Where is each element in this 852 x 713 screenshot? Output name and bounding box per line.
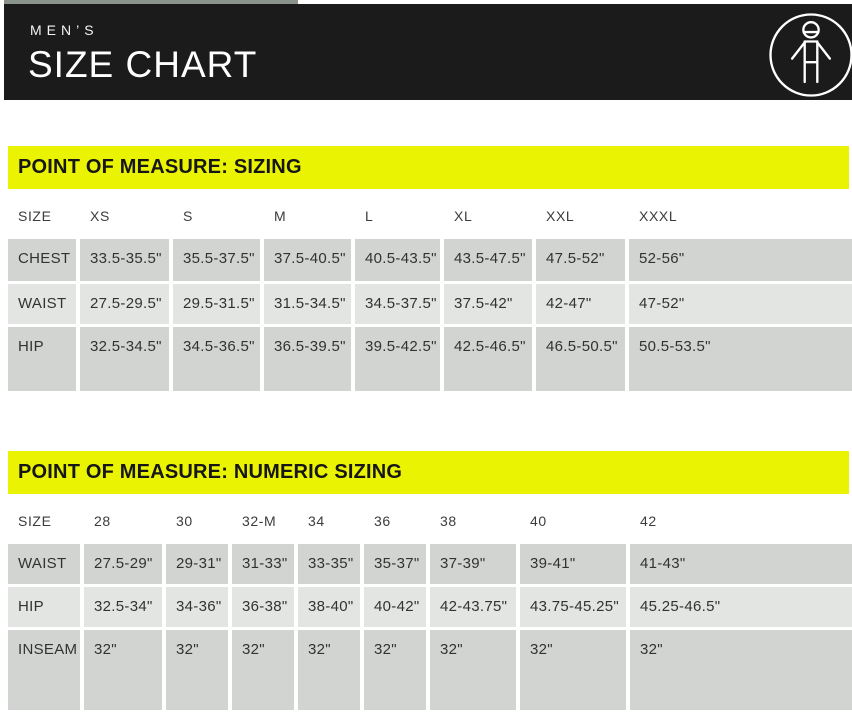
table-cell: 32.5-34.5"	[80, 327, 169, 391]
table-cell: 37.5-42"	[444, 284, 532, 324]
top-edge-strip	[4, 0, 298, 4]
table-row: WAIST 27.5-29" 29-31" 31-33" 33-35" 35-37" 37-…	[8, 544, 852, 584]
table-cell: 37-39"	[430, 544, 516, 584]
page-header: MEN’S SIZE CHART	[4, 4, 852, 100]
table-cell: 50.5-53.5"	[629, 327, 852, 391]
table-cell: 32"	[430, 630, 516, 710]
row-label: HIP	[8, 587, 80, 627]
column-header: L	[365, 208, 374, 224]
column-header: 28	[94, 513, 111, 529]
table-cell: 32"	[84, 630, 162, 710]
table-cell: 34.5-36.5"	[173, 327, 260, 391]
column-header: 34	[308, 513, 325, 529]
table-cell: 34-36"	[166, 587, 228, 627]
table-cell: 32"	[166, 630, 228, 710]
column-header: M	[274, 208, 287, 224]
column-header: 36	[374, 513, 391, 529]
table-cell: 42-47"	[536, 284, 625, 324]
table-cell: 40-42"	[364, 587, 426, 627]
table-cell: 39.5-42.5"	[355, 327, 440, 391]
table-cell: 32"	[630, 630, 852, 710]
row-label: WAIST	[8, 284, 76, 324]
row-label: INSEAM	[8, 630, 80, 710]
column-header: 38	[440, 513, 457, 529]
row-label: HIP	[8, 327, 76, 391]
page-title: SIZE CHART	[28, 44, 258, 85]
table-row: INSEAM 32" 32" 32" 32" 32" 32" 32" 32"	[8, 630, 852, 710]
table-cell: 29.5-31.5"	[173, 284, 260, 324]
table-cell: 42.5-46.5"	[444, 327, 532, 391]
numeric-sizing-banner: POINT OF MEASURE: NUMERIC SIZING	[8, 451, 849, 494]
column-header: XS	[90, 208, 110, 224]
table-cell: 33.5-35.5"	[80, 239, 169, 281]
column-header: S	[183, 208, 193, 224]
table-cell: 42-43.75"	[430, 587, 516, 627]
column-header: SIZE	[18, 208, 52, 224]
table-cell: 47.5-52"	[536, 239, 625, 281]
column-header: XXXL	[639, 208, 678, 224]
row-label: CHEST	[8, 239, 76, 281]
numeric-header-row: SIZE 28 30 32-M 34 36 38 40 42	[8, 501, 852, 541]
table-cell: 29-31"	[166, 544, 228, 584]
sizing-header-row: SIZE XS S M L XL XXL XXXL	[8, 196, 852, 236]
table-cell: 38-40"	[298, 587, 360, 627]
table-cell: 27.5-29.5"	[80, 284, 169, 324]
table-cell: 37.5-40.5"	[264, 239, 351, 281]
table-cell: 52-56"	[629, 239, 852, 281]
header-eyebrow: MEN’S	[30, 22, 99, 38]
table-cell: 45.25-46.5"	[630, 587, 852, 627]
table-cell: 40.5-43.5"	[355, 239, 440, 281]
table-row: CHEST 33.5-35.5" 35.5-37.5" 37.5-40.5" 40.5-…	[8, 239, 852, 281]
table-cell: 34.5-37.5"	[355, 284, 440, 324]
person-measure-icon	[766, 10, 852, 100]
table-row: HIP 32.5-34.5" 34.5-36.5" 36.5-39.5" 39.5-42…	[8, 327, 852, 391]
table-cell: 31-33"	[232, 544, 294, 584]
table-cell: 39-41"	[520, 544, 626, 584]
table-cell: 36.5-39.5"	[264, 327, 351, 391]
table-cell: 43.5-47.5"	[444, 239, 532, 281]
table-cell: 36-38"	[232, 587, 294, 627]
table-cell: 35-37"	[364, 544, 426, 584]
column-header: XXL	[546, 208, 575, 224]
sizing-banner: POINT OF MEASURE: SIZING	[8, 146, 849, 189]
table-cell: 32"	[364, 630, 426, 710]
table-cell: 41-43"	[630, 544, 852, 584]
table-cell: 31.5-34.5"	[264, 284, 351, 324]
column-header: SIZE	[18, 513, 52, 529]
table-cell: 35.5-37.5"	[173, 239, 260, 281]
table-cell: 47-52"	[629, 284, 852, 324]
sizing-section: POINT OF MEASURE: SIZING SIZE XS S M L XL XXL X…	[0, 146, 852, 394]
column-header: XL	[454, 208, 473, 224]
table-cell: 32.5-34"	[84, 587, 162, 627]
numeric-sizing-section: POINT OF MEASURE: NUMERIC SIZING SIZE 28 3…	[0, 451, 852, 713]
table-row: HIP 32.5-34" 34-36" 36-38" 38-40" 40-42" 42-43…	[8, 587, 852, 627]
table-cell: 33-35"	[298, 544, 360, 584]
column-header: 30	[176, 513, 193, 529]
table-cell: 46.5-50.5"	[536, 327, 625, 391]
table-cell: 27.5-29"	[84, 544, 162, 584]
row-label: WAIST	[8, 544, 80, 584]
numeric-sizing-table: SIZE 28 30 32-M 34 36 38 40 42 WAIST 27.5-29" 29-3…	[4, 498, 852, 713]
sizing-table: SIZE XS S M L XL XXL XXXL CHEST 33.5-35.5" 35.5-3…	[4, 193, 852, 394]
table-cell: 32"	[298, 630, 360, 710]
column-header: 42	[640, 513, 657, 529]
table-cell: 32"	[520, 630, 626, 710]
column-header: 40	[530, 513, 547, 529]
table-row: WAIST 27.5-29.5" 29.5-31.5" 31.5-34.5" 34.5-…	[8, 284, 852, 324]
table-cell: 32"	[232, 630, 294, 710]
column-header: 32-M	[242, 513, 277, 529]
table-cell: 43.75-45.25"	[520, 587, 626, 627]
